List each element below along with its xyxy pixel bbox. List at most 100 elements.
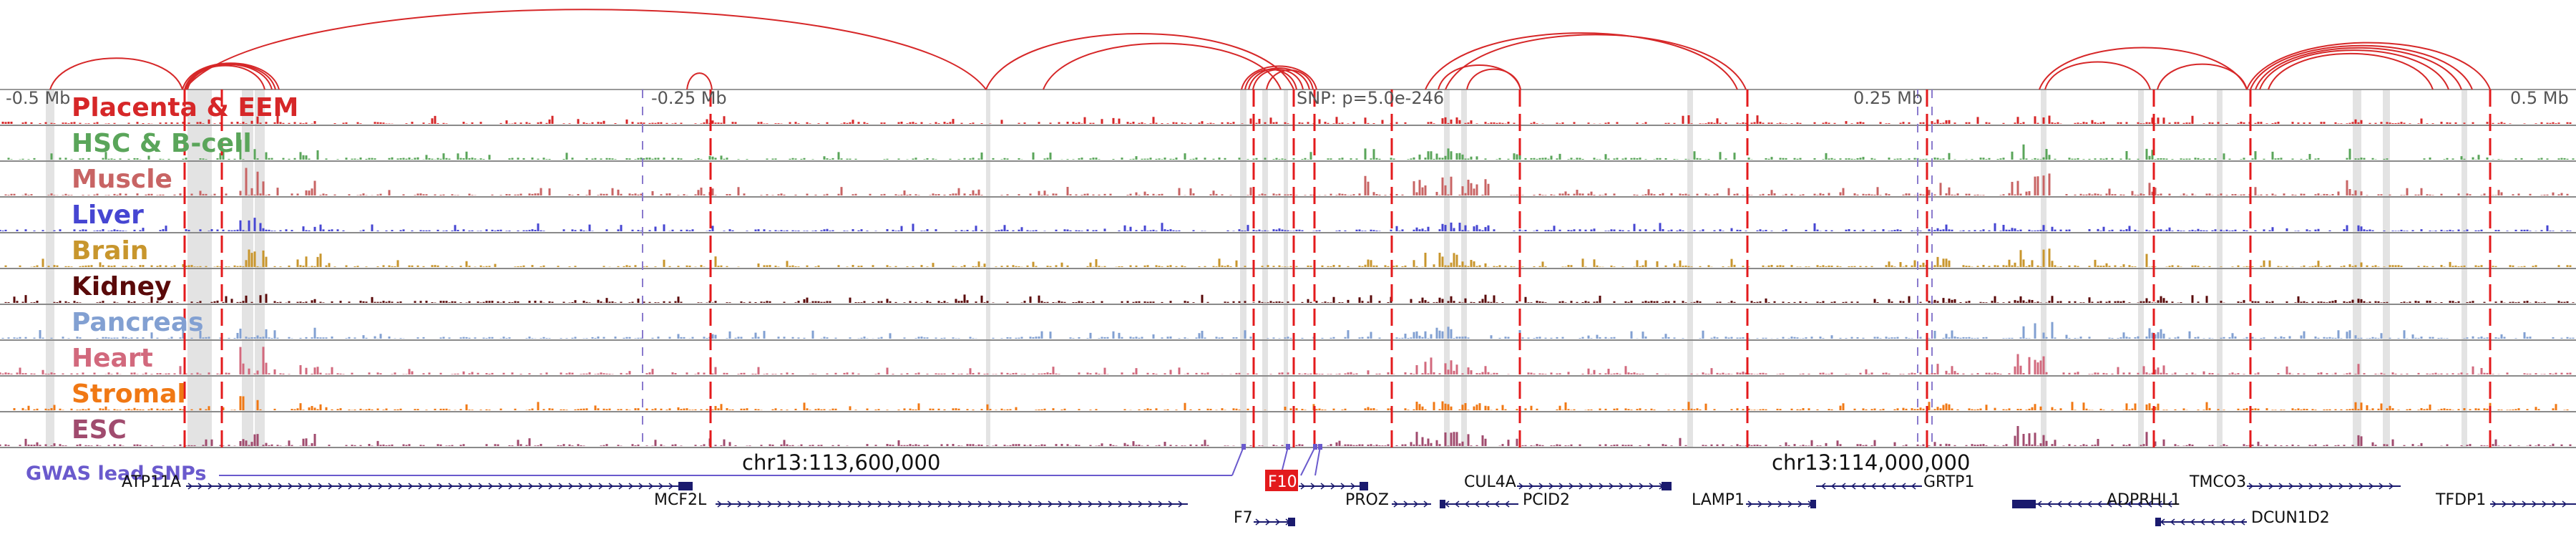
strand-arrow (1088, 500, 1093, 508)
strand-arrow (1870, 483, 1876, 490)
strand-arrow (917, 500, 923, 508)
strand-arrow (2522, 500, 2527, 508)
strand-arrow (618, 483, 624, 490)
chromatin-loop (2246, 42, 2491, 90)
strand-arrow (2147, 500, 2152, 508)
strand-arrow (1300, 483, 1306, 490)
chromatin-loop (2250, 44, 2473, 90)
strand-arrow (1403, 500, 1409, 508)
strand-arrow (1890, 483, 1896, 490)
strand-arrow (1474, 500, 1480, 508)
strand-arrow (308, 483, 313, 490)
strand-arrow (1589, 483, 1594, 490)
strand-arrow (2157, 500, 2162, 508)
chromatin-loop (182, 62, 280, 90)
chromatin-loop (2259, 49, 2449, 90)
scale-label-minus-0-25: -0.25 Mb (651, 88, 727, 108)
strand-arrow (2087, 500, 2092, 508)
gene-label: F7 (1234, 509, 1253, 527)
strand-arrow (877, 500, 883, 508)
strand-arrow (2338, 483, 2344, 490)
gene-exon (1360, 482, 1368, 490)
strand-arrow (1178, 500, 1184, 508)
strand-arrow (2348, 483, 2354, 490)
strand-arrow (1830, 483, 1836, 490)
chromatin-loop (2255, 47, 2462, 90)
strand-arrow (478, 483, 484, 490)
strand-arrow (787, 500, 793, 508)
gene-exon (1288, 518, 1295, 526)
strand-arrow (1393, 500, 1399, 508)
strand-arrow (2389, 483, 2394, 490)
gene-label: PROZ (1345, 491, 1389, 509)
strand-arrow (2107, 500, 2112, 508)
chromatin-loop (1466, 68, 1521, 90)
chromatin-loop (184, 9, 987, 90)
strand-arrow (2532, 500, 2537, 508)
gene-label: ATP11A (122, 473, 181, 491)
strand-arrow (1747, 500, 1753, 508)
gene-exon (2012, 500, 2036, 508)
strand-arrow (1777, 500, 1783, 508)
strand-arrow (2318, 483, 2324, 490)
strand-arrow (737, 500, 743, 508)
strand-arrow (1649, 483, 1654, 490)
strand-arrow (2492, 500, 2497, 508)
strand-arrow (2502, 500, 2507, 508)
gene-label: PCID2 (1523, 491, 1570, 509)
gwas-snp-connector (1231, 446, 1244, 476)
chromatin-loop (1445, 34, 1747, 90)
strand-arrow (1068, 500, 1073, 508)
track-label-esc: ESC (72, 415, 127, 445)
gene-annotation-area: chr13:113,600,000 chr13:114,000,000 GWAS… (26, 450, 1970, 485)
strand-arrow (338, 483, 343, 490)
strand-arrow (2258, 483, 2264, 490)
strand-arrow (947, 500, 953, 508)
strand-arrow (358, 483, 364, 490)
strand-arrow (1255, 518, 1261, 526)
strand-arrow (458, 483, 464, 490)
strand-arrow (608, 483, 614, 490)
strand-arrow (2200, 518, 2205, 526)
strand-arrow (1413, 500, 1419, 508)
strand-arrow (2190, 518, 2195, 526)
strand-arrow (418, 483, 424, 490)
strand-arrow (1860, 483, 1866, 490)
strand-arrow (2127, 500, 2132, 508)
strand-arrow (658, 483, 664, 490)
strand-arrow (1797, 500, 1803, 508)
strand-arrow (717, 500, 723, 508)
strand-arrow (2220, 518, 2225, 526)
strand-arrow (1494, 500, 1500, 508)
strand-arrow (1787, 500, 1793, 508)
strand-arrow (448, 483, 454, 490)
strand-arrow (1609, 483, 1614, 490)
chromatin-loop (686, 72, 713, 90)
strand-arrow (727, 500, 733, 508)
strand-arrow (1901, 483, 1906, 490)
strand-arrow (1098, 500, 1103, 508)
strand-arrow (1330, 483, 1336, 490)
strand-arrow (1518, 483, 1524, 490)
strand-arrow (638, 483, 644, 490)
strand-arrow (1568, 483, 1574, 490)
strand-arrow (1038, 500, 1043, 508)
strand-arrow (867, 500, 873, 508)
strand-arrow (2137, 500, 2142, 508)
strand-arrow (2117, 500, 2122, 508)
gene-label: MCF2L (654, 491, 707, 509)
strand-arrow (2170, 518, 2175, 526)
strand-arrow (598, 483, 604, 490)
track-labels: Placenta & EEM HSC & B-cell Muscle Liver… (72, 93, 298, 445)
strand-arrow (2046, 500, 2052, 508)
chromatin-loop (985, 32, 1294, 90)
strand-arrow (757, 500, 763, 508)
strand-arrow (1820, 483, 1826, 490)
signal-track (0, 347, 2572, 374)
strand-arrow (2167, 500, 2172, 508)
chromatin-loop (1241, 65, 1317, 90)
chromatin-loop (187, 63, 276, 90)
strand-arrow (2552, 500, 2557, 508)
strand-arrow (1423, 500, 1429, 508)
